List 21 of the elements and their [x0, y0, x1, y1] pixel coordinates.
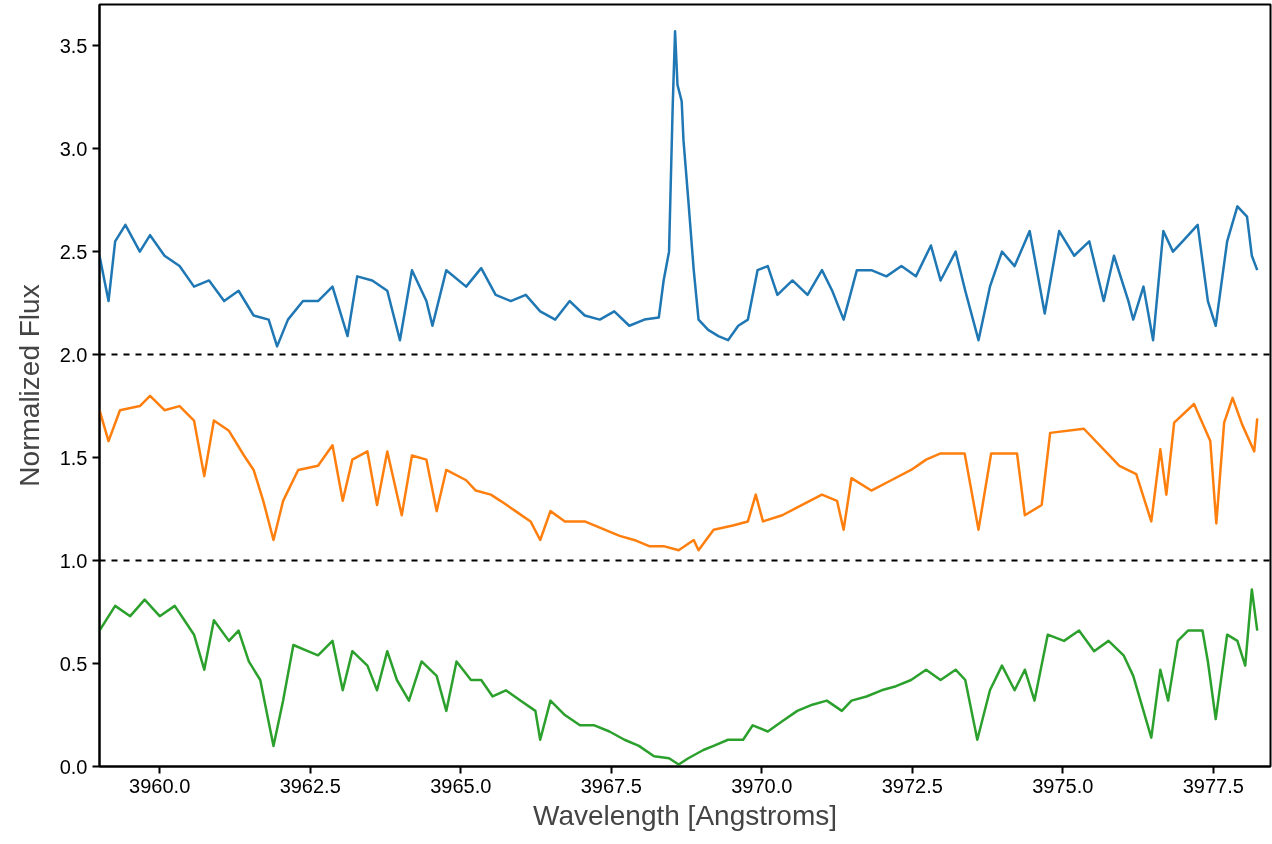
x-tick-label: 3975.0 [1032, 774, 1094, 797]
y-tick-label: 2.0 [59, 343, 88, 366]
y-tick-label: 0.5 [59, 652, 88, 675]
x-tick-label: 3965.0 [430, 774, 492, 797]
x-tick-label: 3960.0 [129, 774, 191, 797]
line-series [99, 30, 1259, 348]
x-tick-label: 3977.5 [1182, 774, 1244, 797]
x-tick-label: 3962.5 [279, 774, 341, 797]
y-tick-label: 1.5 [59, 446, 88, 469]
x-tick-label: 3972.5 [881, 774, 943, 797]
y-tick-label: 2.5 [59, 240, 88, 263]
x-tick-label: 3967.5 [580, 774, 642, 797]
y-tick-label: 1.0 [59, 549, 88, 572]
y-tick-label: 3.0 [59, 137, 88, 160]
y-axis-title: Normalized Flux [13, 284, 45, 487]
x-axis-title: Wavelength [Angstroms] [533, 799, 837, 831]
y-tick-label: 3.5 [59, 34, 88, 57]
line-series [99, 394, 1259, 552]
y-tick-label: 0.0 [59, 755, 88, 778]
line-series [99, 588, 1259, 766]
x-tick-label: 3970.0 [731, 774, 793, 797]
